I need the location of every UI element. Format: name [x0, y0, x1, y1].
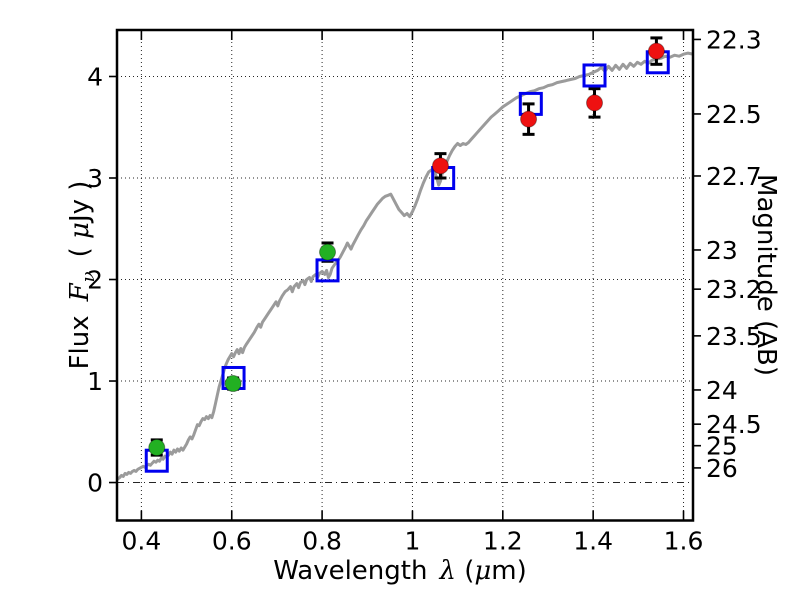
nu-subscript: ν	[78, 271, 99, 283]
x-tick-label: 1.6	[664, 527, 704, 556]
x-tick-label: 0.8	[302, 527, 342, 556]
ylabel-word: Flux	[65, 315, 95, 370]
xlabel-paren-open: (	[464, 556, 475, 586]
x-tick-label: 1	[405, 527, 421, 556]
observed-photometry-marker	[647, 42, 665, 60]
model-photometry-marker	[582, 63, 607, 88]
error-bars	[150, 36, 663, 457]
mu-symbol: μ	[474, 556, 492, 586]
gridlines	[117, 30, 693, 521]
tick-labels: 0.4 0.6 0.8 1 1.2 1.4 1.60123422.322.522.72323…	[87, 25, 762, 555]
x-tick-label: 1.2	[483, 527, 523, 556]
ylabel-paren-open: (	[65, 247, 95, 258]
xlabel-word: Wavelength	[273, 556, 428, 586]
observed-photometry-marker	[319, 243, 337, 261]
observed-photometry-optical	[148, 243, 337, 457]
x-tick-label: 0.4	[122, 527, 162, 556]
observed-photometry-marker	[586, 94, 604, 112]
magnitude-tick-label: 22.3	[706, 25, 762, 54]
y-axis-label-magnitude: Magnitude (AB)	[751, 174, 781, 376]
x-tick-label: 1.4	[573, 527, 613, 556]
flux-tick-label: 2	[87, 266, 103, 295]
flux-tick-label: 1	[87, 367, 103, 396]
observed-photometry-infrared	[431, 42, 665, 175]
flux-symbol: F	[65, 283, 95, 302]
xlabel-unit: m)	[491, 556, 527, 586]
magnitude-tick-label: 22.5	[706, 100, 762, 129]
magnitude-tick-label: 23.2	[706, 275, 762, 304]
observed-photometry-marker	[431, 157, 449, 175]
x-tick-label: 0.6	[212, 527, 252, 556]
magnitude-tick-label: 22.7	[706, 162, 762, 191]
flux-tick-label: 3	[87, 164, 103, 193]
mu-symbol-left: μ	[65, 222, 95, 239]
ylabel-unit: Jy )	[65, 180, 95, 223]
flux-tick-label: 4	[87, 62, 103, 91]
model-spectrum-line	[117, 51, 693, 481]
magnitude-tick-label: 24.5	[706, 410, 762, 439]
observed-photometry-marker	[148, 439, 166, 457]
flux-tick-label: 0	[87, 469, 103, 498]
magnitude-tick-label: 23	[706, 236, 738, 265]
y-axis-label-flux: Flux Fν ( μJy )	[65, 181, 99, 370]
x-axis-label: Wavelength λ (μm)	[0, 556, 800, 586]
axes-spines	[115, 28, 695, 522]
tick-marks	[109, 31, 701, 520]
magnitude-tick-label: 26	[706, 454, 738, 483]
observed-photometry-marker	[520, 110, 538, 128]
magnitude-tick-label: 23.5	[706, 322, 762, 351]
observed-photometry-marker	[224, 375, 242, 393]
lambda-symbol: λ	[439, 556, 456, 586]
model-photometry-squares	[144, 50, 670, 473]
magnitude-tick-label: 24	[706, 376, 738, 405]
magnitude-tick-label: 25	[706, 432, 738, 461]
